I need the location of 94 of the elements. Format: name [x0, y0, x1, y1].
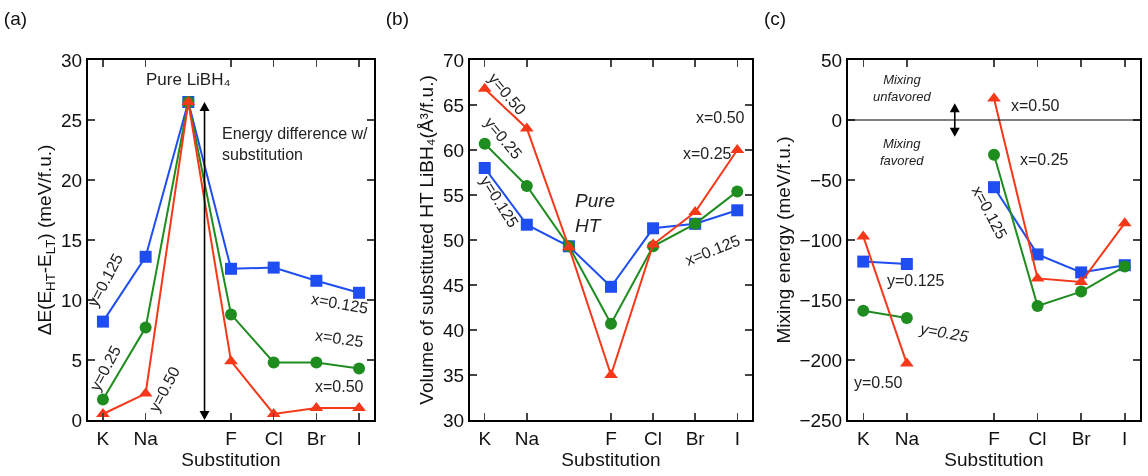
x-axis-title: Substitution — [181, 448, 281, 470]
y-tick-label: 30 — [443, 409, 465, 431]
annotation: Energy difference w/ substitution — [222, 125, 369, 163]
annotation: Pure HT — [575, 190, 616, 236]
x-tick-label: F — [225, 427, 237, 449]
x-tick-label: Br — [1071, 427, 1092, 449]
y-tick-label: 30 — [61, 49, 83, 71]
y-tick-label: 35 — [443, 364, 465, 386]
point — [857, 255, 870, 268]
y-tick-label: −150 — [799, 289, 843, 311]
y-axis-title: Mixing energy (meV/f.u.) — [772, 136, 794, 344]
annotation: x=0.25 — [683, 145, 732, 162]
x-tick-label: F — [605, 427, 617, 449]
y-tick-label: 15 — [61, 229, 83, 251]
annotation: Mixing unfavored — [873, 72, 932, 104]
x-tick-label: Cl — [644, 427, 663, 449]
point — [900, 258, 913, 270]
point — [353, 362, 366, 375]
x-tick-label: Na — [514, 427, 540, 449]
point — [857, 304, 870, 317]
annotation: Mixing favored — [880, 136, 925, 168]
x-axis-title: Substitution — [944, 448, 1044, 470]
x-tick-label: I — [734, 427, 740, 449]
point — [1075, 266, 1088, 279]
annotation: x=0.25 — [314, 326, 365, 351]
point — [96, 315, 109, 328]
y-tick-label: 0 — [71, 409, 83, 431]
point — [1075, 285, 1088, 298]
point — [987, 92, 1001, 102]
y-tick-label: −50 — [809, 169, 843, 191]
annotation: x=0.50 — [1011, 97, 1060, 114]
point — [267, 261, 280, 274]
point — [900, 312, 913, 324]
y-tick-label: −100 — [799, 229, 843, 251]
chart-title: (b) — [385, 8, 410, 30]
point — [225, 262, 237, 275]
y-tick-label: 60 — [443, 139, 465, 161]
point — [224, 355, 238, 365]
point — [225, 308, 237, 321]
y-tick-label: 50 — [821, 49, 843, 71]
x-tick-label: Br — [306, 427, 327, 449]
point — [520, 218, 533, 231]
annotation: x=0.50 — [315, 378, 364, 395]
x-tick-label: K — [856, 427, 870, 449]
x-tick-label: Cl — [1028, 427, 1047, 449]
y-tick-label: 5 — [71, 349, 83, 371]
x-tick-label: Br — [685, 427, 706, 449]
x-tick-label: K — [96, 427, 110, 449]
point — [731, 185, 744, 198]
point — [520, 180, 533, 192]
x-tick-label: K — [478, 427, 492, 449]
annotation: x=0.125 — [309, 290, 370, 317]
annotation: Pure LiBH₄ — [146, 70, 231, 89]
annotation: x=0.25 — [1020, 151, 1069, 168]
y-tick-label: 0 — [831, 109, 843, 131]
x-tick-label: Na — [894, 427, 920, 449]
point — [605, 280, 617, 293]
y-tick-label: −250 — [799, 409, 843, 431]
point — [139, 321, 152, 334]
y-tick-label: 10 — [61, 289, 83, 311]
annotation: x=0.50 — [696, 109, 745, 126]
annotation: y=0.125 — [887, 272, 945, 289]
point — [605, 317, 617, 330]
y-tick-label: 65 — [443, 94, 465, 116]
x-tick-label: I — [356, 427, 362, 449]
point — [1031, 248, 1044, 261]
y-tick-label: 50 — [443, 229, 465, 251]
annotation: y=0.50 — [854, 374, 903, 391]
y-axis-title: Volume of substituted HT LiBH₄(Å³/f.u.) — [416, 75, 438, 405]
point — [310, 356, 323, 369]
y-tick-label: 45 — [443, 274, 465, 296]
point — [310, 274, 323, 287]
point — [731, 204, 744, 217]
x-tick-label: Na — [133, 427, 159, 449]
chart-title: (c) — [763, 8, 787, 30]
y-tick-label: −200 — [799, 349, 843, 371]
point — [647, 222, 660, 235]
annotation: y=0.25 — [917, 319, 970, 346]
point — [478, 162, 491, 174]
y-tick-label: 55 — [443, 184, 465, 206]
x-tick-label: F — [988, 427, 1000, 449]
x-axis-title: Substitution — [561, 448, 661, 470]
y-tick-label: 70 — [443, 49, 465, 71]
point — [988, 148, 1000, 161]
point — [1031, 300, 1044, 312]
x-tick-label: Cl — [264, 427, 283, 449]
point — [267, 356, 280, 369]
point — [96, 393, 109, 406]
y-tick-label: 40 — [443, 319, 465, 341]
point — [139, 250, 152, 263]
x-tick-label: I — [1122, 427, 1128, 449]
y-tick-label: 20 — [61, 169, 83, 191]
y-tick-label: 25 — [61, 109, 83, 131]
chart-title: (a) — [3, 8, 28, 30]
